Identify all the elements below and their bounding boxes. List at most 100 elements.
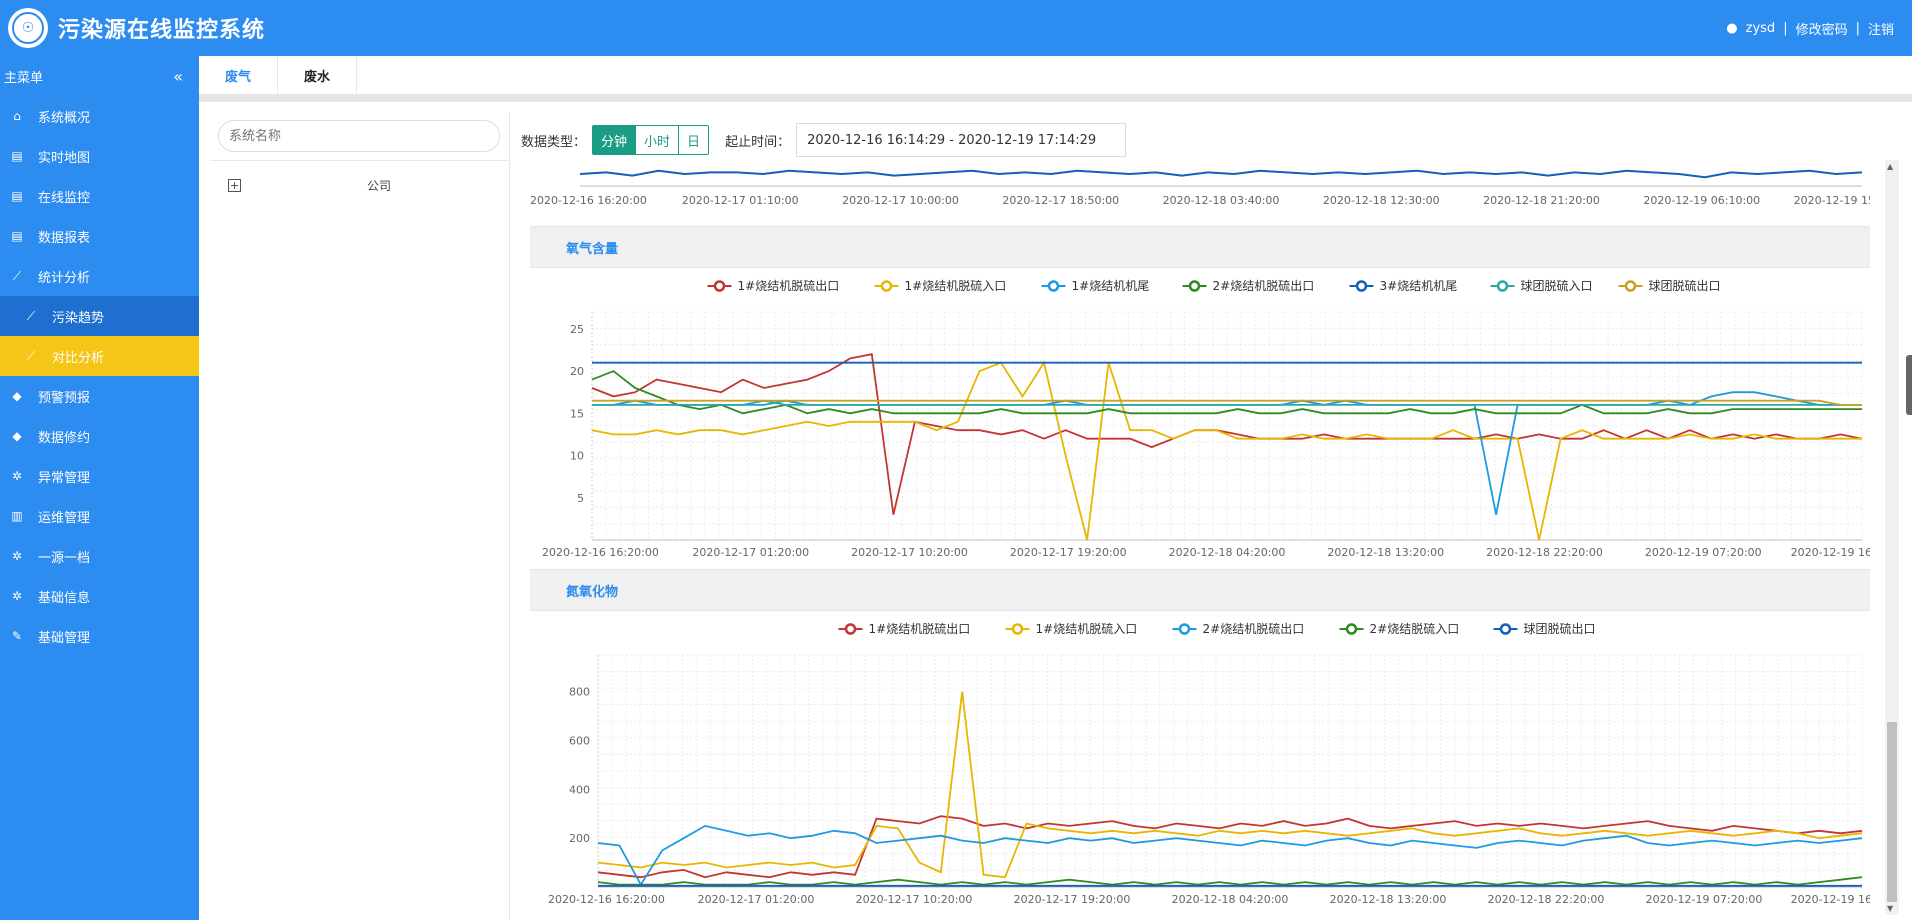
sidebar-item-9[interactable]: ✲ 异常管理 (0, 456, 199, 496)
sidebar-item-label: 污染趋势 (52, 310, 105, 326)
x-tick-label: 2020-12-17 19:20:00 (1010, 546, 1127, 559)
data-type-label: 数据类型： (521, 134, 587, 150)
sidebar-item-12[interactable]: ✲ 基础信息 (0, 576, 199, 616)
cogs-icon: ✲ (11, 549, 23, 563)
legend-marker (1345, 623, 1358, 635)
y-tick-label: 10 (570, 450, 584, 463)
series-line-1[interactable] (591, 360, 1862, 541)
series-line-0[interactable] (591, 353, 1863, 515)
cogs-icon: ✲ (11, 589, 23, 603)
vertical-scrollbar[interactable]: ▲ ▼ (1885, 160, 1899, 915)
legend-label[interactable]: 2#烧结机脱硫出口 (1213, 278, 1315, 293)
series-line-3[interactable] (591, 370, 1862, 415)
tab-waste-gas[interactable]: 废气 (199, 56, 279, 95)
sidebar-item-label: 异常管理 (38, 470, 91, 486)
x-tick-label: 2020-12-17 10:00:00 (842, 194, 959, 207)
scroll-down-icon[interactable]: ▼ (1887, 904, 1894, 913)
pencil-icon: ✎ (11, 629, 23, 643)
sidebar-item-1[interactable]: ▤ 实时地图 (0, 136, 199, 176)
sidebar-item-10[interactable]: ▥ 运维管理 (0, 496, 199, 536)
x-tick-label: 2020-12-17 01:20:00 (698, 893, 815, 906)
sidebar-item-label: 在线监控 (38, 190, 91, 206)
series-line-6[interactable] (592, 399, 1862, 406)
series-line-3[interactable] (597, 876, 1863, 886)
x-tick-label: 2020-12-17 18:50:00 (1002, 194, 1119, 207)
sidebar-item-7[interactable]: ◆ 预警预报 (0, 376, 199, 416)
legend-marker (880, 280, 893, 292)
expand-icon[interactable]: + (228, 179, 241, 192)
sidebar-title: 主菜单 (4, 70, 44, 86)
legend-label[interactable]: 1#烧结机机尾 (1072, 279, 1150, 293)
x-tick-label: 2020-12-18 22:20:00 (1486, 546, 1603, 559)
legend-marker (1178, 623, 1191, 635)
tree-divider (210, 160, 509, 161)
sidebar-item-2[interactable]: ▤ 在线监控 (0, 176, 199, 216)
scroll-up-icon[interactable]: ▲ (1887, 162, 1894, 171)
x-tick-label: 2020-12-19 07:20:00 (1645, 546, 1762, 559)
sidebar-item-5[interactable]: ⟋ 污染趋势 (0, 296, 199, 336)
legend-marker (1499, 623, 1512, 635)
collapse-sidebar-icon[interactable]: « (173, 66, 183, 86)
legend-label[interactable]: 球团脱硫入口 (1521, 278, 1593, 293)
legend-label[interactable]: 1#烧结机脱硫入口 (1036, 621, 1138, 636)
separator: | (1783, 20, 1788, 36)
sidebar-header: 主菜单 « (0, 56, 199, 96)
map-icon: ▤ (11, 149, 23, 163)
legend-marker (713, 280, 726, 292)
sidebar-item-13[interactable]: ✎ 基础管理 (0, 616, 199, 656)
barcode-icon: ▥ (11, 509, 23, 523)
data-type-hour-button[interactable]: 小时 (635, 126, 678, 154)
legend-label[interactable]: 球团脱硫出口 (1524, 621, 1596, 636)
sidebar-item-3[interactable]: ▤ 数据报表 (0, 216, 199, 256)
logout-link[interactable]: 注销 (1867, 22, 1894, 38)
series-line-1[interactable] (597, 691, 1863, 879)
data-type-minute-button[interactable]: 分钟 (593, 126, 636, 154)
sidebar-item-6[interactable]: ⟋ 对比分析 (0, 336, 199, 376)
sidebar-item-0[interactable]: ⌂ 系统概况 (0, 96, 199, 136)
x-tick-label: 2020-12-18 04:20:00 (1172, 893, 1289, 906)
time-range-label: 起止时间： (725, 134, 791, 150)
series-line-0[interactable] (579, 169, 1863, 179)
username[interactable]: zysd (1745, 20, 1776, 36)
legend-label[interactable]: 3#烧结机机尾 (1380, 279, 1458, 293)
app-title: 污染源在线监控系统 (58, 18, 266, 43)
x-tick-label: 2020-12-18 03:40:00 (1163, 194, 1280, 207)
legend-label[interactable]: 2#烧结脱硫入口 (1370, 621, 1460, 636)
sidebar-item-label: 基础管理 (38, 630, 91, 646)
chart-oxygen: 氧气含量 5 10 15 20 25 2020-12-16 16:20:00 2020-12… (530, 226, 1870, 569)
sidebar-menu: ⌂ 系统概况 ▤ 实时地图 ▤ 在线监控 ▤ 数据报表 ⟋ 统计分析 ⟋ 污染趋势 ⟋ 对比分析 ◆ 预警预报… (0, 96, 199, 656)
change-password-link[interactable]: 修改密码 (1795, 22, 1848, 38)
sidebar-item-label: 数据修约 (38, 430, 91, 446)
legend-label[interactable]: 1#烧结机脱硫出口 (869, 621, 971, 636)
time-range-input[interactable]: 2020-12-16 16:14:29 - 2020-12-19 17:14:2… (796, 123, 1127, 157)
legend-label[interactable]: 1#烧结机脱硫入口 (905, 278, 1007, 293)
data-type-selector: 分钟 小时 日 (592, 125, 710, 155)
side-drawer-handle[interactable] (1906, 355, 1912, 415)
sidebar-item-label: 运维管理 (38, 510, 91, 526)
tab-waste-water[interactable]: 废水 (278, 56, 358, 95)
tree-node-company[interactable]: + 公司 (228, 177, 509, 194)
x-tick-label: 2020-12-18 13:20:00 (1330, 893, 1447, 906)
sidebar-item-11[interactable]: ✲ 一源一档 (0, 536, 199, 576)
y-tick-label: 600 (569, 734, 590, 747)
x-tick-label: 2020-12-16 16:20:00 (548, 893, 665, 906)
system-search-input[interactable] (218, 120, 500, 152)
legend-marker (1624, 280, 1637, 292)
series-line-5[interactable] (592, 399, 1862, 406)
x-tick-label: 2020-12-19 07:20:00 (1646, 893, 1763, 906)
sidebar-item-4[interactable]: ⟋ 统计分析 (0, 256, 199, 296)
sidebar-item-label: 系统概况 (38, 110, 91, 126)
module-tabs: 废气 废水 (199, 56, 1912, 96)
legend-label[interactable]: 球团脱硫出口 (1649, 278, 1721, 293)
user-icon: ● (1726, 20, 1738, 36)
legend-label[interactable]: 2#烧结机脱硫出口 (1203, 621, 1305, 636)
series-line-2[interactable] (597, 824, 1863, 887)
series-line-0[interactable] (597, 815, 1863, 879)
scrollbar-thumb[interactable] (1887, 722, 1897, 902)
sidebar-item-8[interactable]: ◆ 数据修约 (0, 416, 199, 456)
site-tree-panel: + 公司 (210, 112, 510, 920)
data-type-day-button[interactable]: 日 (678, 126, 708, 154)
legend-label[interactable]: 1#烧结机脱硫出口 (738, 278, 840, 293)
separator: | (1855, 20, 1860, 36)
line-chart-icon: ⟋ (26, 308, 36, 323)
